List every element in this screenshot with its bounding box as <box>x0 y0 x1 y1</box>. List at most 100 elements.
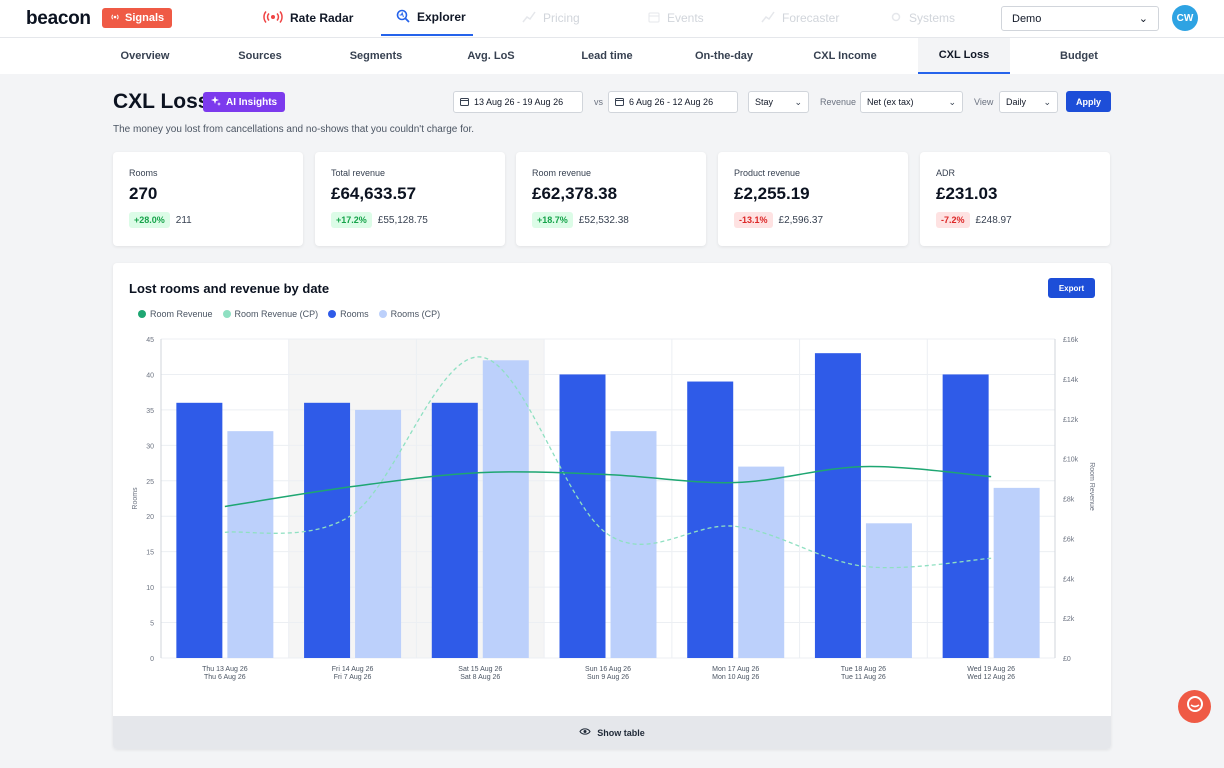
forecaster-icon <box>761 11 775 26</box>
legend-swatch <box>222 310 231 318</box>
y-tick-label: 35 <box>146 408 154 415</box>
date-type-select[interactable]: Stay ⌄ <box>748 91 809 113</box>
view-select[interactable]: Daily ⌄ <box>999 91 1058 113</box>
calendar-icon <box>648 11 660 26</box>
kpi-delta-badge: +28.0% <box>129 212 170 228</box>
y-tick-label: 0 <box>150 656 154 663</box>
y-axis-title: Rooms <box>132 487 139 510</box>
compare-range-value: 6 Aug 26 - 12 Aug 26 <box>629 97 714 107</box>
legend-item-rooms-cp[interactable]: Rooms (CP) <box>378 309 440 319</box>
legend-label: Room Revenue <box>150 309 213 319</box>
bar-rooms-cp <box>355 409 402 658</box>
tab-pricing[interactable]: Pricing <box>522 0 580 36</box>
revenue-value: Net (ex tax) <box>867 97 914 107</box>
compare-range-picker[interactable]: 6 Aug 26 - 12 Aug 26 <box>608 91 738 113</box>
sub-navigation: Overview Sources Segments Avg. LoS Lead … <box>0 38 1224 74</box>
x-tick-label: Wed 19 Aug 26 <box>967 666 1015 673</box>
signals-button[interactable]: Signals <box>102 8 173 28</box>
date-range-picker[interactable]: 13 Aug 26 - 19 Aug 26 <box>453 91 583 113</box>
ai-insights-label: AI Insights <box>226 96 278 108</box>
x-tick-label: Sun 16 Aug 26 <box>585 666 631 673</box>
signal-icon <box>110 12 120 25</box>
view-label: View <box>974 97 994 107</box>
subtab-budget[interactable]: Budget <box>1060 50 1098 62</box>
subtab-lead-time[interactable]: Lead time <box>581 50 633 62</box>
bar-rooms-cp <box>227 431 274 658</box>
kpi-previous-value: £52,532.38 <box>578 214 629 226</box>
x-tick-label: Fri 14 Aug 26 <box>332 666 374 673</box>
legend-item-room-revenue-cp[interactable]: Room Revenue (CP) <box>222 309 319 319</box>
x-tick-label-cp: Sat 8 Aug 26 <box>460 674 500 681</box>
subtab-cxl-loss[interactable]: CXL Loss <box>918 38 1010 74</box>
kpi-value: 270 <box>129 184 158 203</box>
chat-icon <box>1185 694 1205 719</box>
y-tick-label: 40 <box>146 372 154 379</box>
kpi-label: Total revenue <box>331 168 386 178</box>
tab-label: Systems <box>909 11 956 25</box>
y2-axis-title: Room Revenue <box>1088 462 1095 511</box>
app-logo[interactable]: beacon <box>26 8 91 29</box>
kpi-label: Rooms <box>129 168 158 178</box>
tab-rate-radar[interactable]: Rate Radar <box>263 0 353 36</box>
subtab-segments[interactable]: Segments <box>349 50 403 62</box>
y2-tick-label: £8k <box>1063 497 1075 504</box>
subtab-sources[interactable]: Sources <box>238 50 282 62</box>
chevron-down-icon: ⌄ <box>1138 13 1148 25</box>
tab-events[interactable]: Events <box>648 0 704 36</box>
vs-label: vs <box>594 97 603 107</box>
x-tick-label-cp: Sun 9 Aug 26 <box>587 674 629 681</box>
subtab-overview[interactable]: Overview <box>120 50 170 62</box>
legend-label: Room Revenue (CP) <box>234 309 319 319</box>
chevron-down-icon: ⌄ <box>794 96 802 107</box>
kpi-card-product-revenue: Product revenue £2,255.19 -13.1% £2,596.… <box>718 152 908 246</box>
x-tick-label-cp: Mon 10 Aug 26 <box>712 674 759 681</box>
legend-item-room-revenue[interactable]: Room Revenue <box>138 309 213 319</box>
page-title: CXL Loss <box>113 90 210 113</box>
show-table-button[interactable]: Show table <box>113 716 1111 749</box>
kpi-value: £231.03 <box>936 184 998 203</box>
property-select[interactable]: Demo ⌄ <box>1001 6 1159 31</box>
bar-rooms-cp <box>610 431 657 658</box>
legend-item-rooms[interactable]: Rooms <box>328 309 369 319</box>
calendar-icon <box>460 97 469 108</box>
chat-support-button[interactable] <box>1178 690 1211 723</box>
export-button[interactable]: Export <box>1048 278 1095 298</box>
top-navigation: beacon Signals Rate Radar Explorer Prici… <box>0 0 1224 38</box>
y2-tick-label: £14k <box>1063 377 1079 384</box>
radar-icon <box>263 10 283 26</box>
kpi-card-total-revenue: Total revenue £64,633.57 +17.2% £55,128.… <box>315 152 505 246</box>
x-tick-label-cp: Tue 11 Aug 26 <box>841 674 886 681</box>
kpi-previous-value: £55,128.75 <box>377 214 428 226</box>
user-avatar[interactable]: CW <box>1172 5 1198 31</box>
revenue-select[interactable]: Net (ex tax) ⌄ <box>860 91 963 113</box>
subtab-cxl-income[interactable]: CXL Income <box>813 50 877 62</box>
subtab-avg-los[interactable]: Avg. LoS <box>467 50 515 62</box>
tab-label: Pricing <box>543 11 580 25</box>
kpi-card-rooms: Rooms 270 +28.0% 211 <box>113 152 303 246</box>
chevron-down-icon: ⌄ <box>948 96 956 107</box>
x-tick-label: Thu 13 Aug 26 <box>202 666 248 673</box>
tab-systems[interactable]: Systems <box>890 0 955 36</box>
tab-forecaster[interactable]: Forecaster <box>761 0 839 36</box>
ai-insights-button[interactable]: AI Insights <box>203 92 286 112</box>
bar-rooms <box>942 374 989 658</box>
explorer-icon <box>396 9 410 26</box>
gear-icon <box>890 11 902 26</box>
apply-button[interactable]: Apply <box>1066 91 1111 112</box>
bar-rooms-cp <box>865 523 912 658</box>
y2-tick-label: £0 <box>1063 656 1071 663</box>
sparkle-icon <box>211 95 221 109</box>
subtab-on-the-day[interactable]: On-the-day <box>694 50 754 62</box>
kpi-label: Room revenue <box>532 168 592 178</box>
x-tick-label-cp: Wed 12 Aug 26 <box>967 674 1015 681</box>
y-tick-label: 10 <box>146 585 154 592</box>
tab-explorer[interactable]: Explorer <box>381 0 473 36</box>
kpi-delta-badge: -13.1% <box>734 212 773 228</box>
bar-rooms <box>431 402 478 658</box>
x-tick-label-cp: Fri 7 Aug 26 <box>334 674 372 681</box>
bar-rooms <box>176 402 223 658</box>
y-tick-label: 25 <box>146 479 154 486</box>
signals-label: Signals <box>125 12 165 24</box>
kpi-label: ADR <box>936 168 956 178</box>
kpi-previous-value: 211 <box>175 214 192 226</box>
